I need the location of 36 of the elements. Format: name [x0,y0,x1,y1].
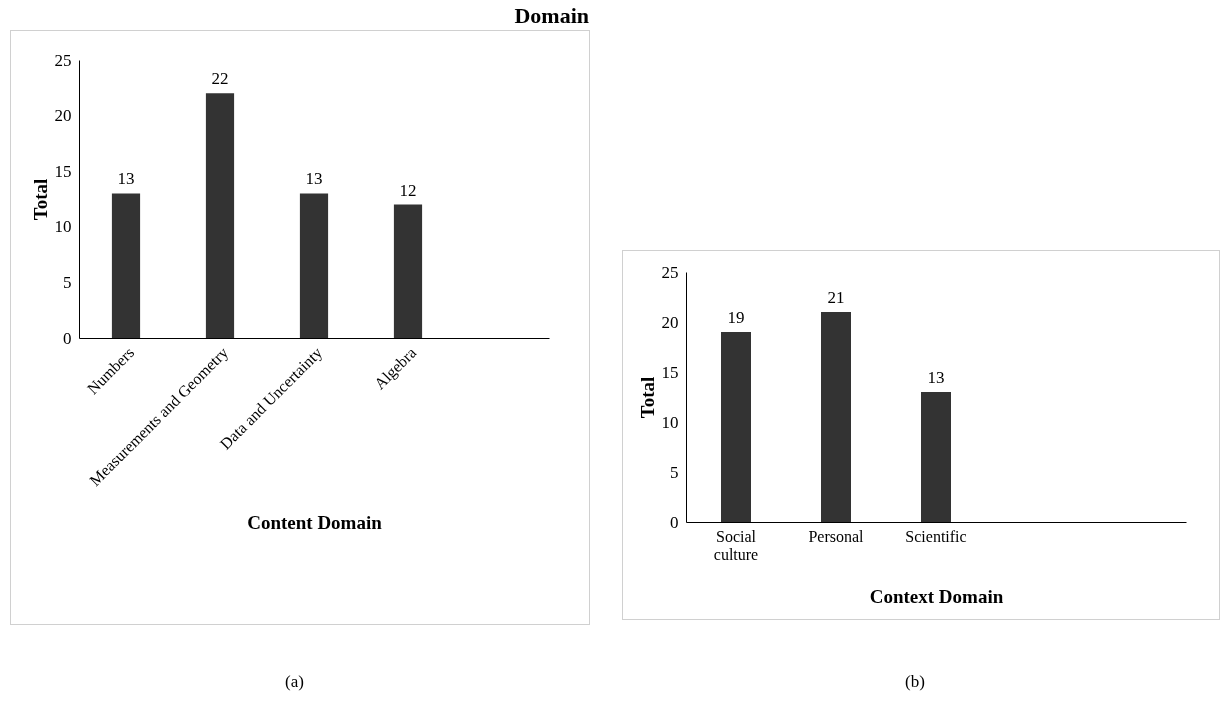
chart-title: Domain [514,3,589,29]
y-tick-label: 20 [661,312,679,332]
y-axis-title: Total [636,376,658,419]
data-label: 13 [117,169,135,189]
data-label: 19 [727,308,745,327]
y-tick-label: 25 [54,50,72,70]
data-label: 21 [827,288,845,307]
y-axis-title: Total [29,178,51,221]
x-tick-label: Social culture [713,527,759,563]
x-axis-title: Context Domain [869,585,1004,607]
y-tick-label: 0 [670,512,679,532]
data-label: 22 [211,69,229,89]
y-tick-label: 5 [63,272,72,292]
y-tick-label: 25 [661,262,679,282]
x-tick-label: Scientific [905,527,967,545]
data-label: 12 [399,180,417,200]
x-tick-label: Personal [808,527,865,545]
x-axis-title: Content Domain [247,512,383,534]
bar [921,392,951,522]
bar [111,193,141,338]
y-tick-label: 5 [670,462,679,482]
data-label: 13 [927,368,945,387]
text: (b) [905,672,925,692]
y-tick-label: 15 [661,362,679,382]
bar [299,193,329,338]
y-tick-label: 10 [661,412,679,432]
y-tick-label: 0 [63,328,72,348]
y-tick-label: 15 [54,161,72,181]
bar [721,332,751,522]
text: (a) [285,672,304,692]
bar [205,93,235,338]
data-label: 13 [305,169,323,189]
y-tick-label: 20 [54,106,72,126]
y-tick-label: 10 [54,217,72,237]
bar [393,204,423,338]
bar [821,312,851,522]
